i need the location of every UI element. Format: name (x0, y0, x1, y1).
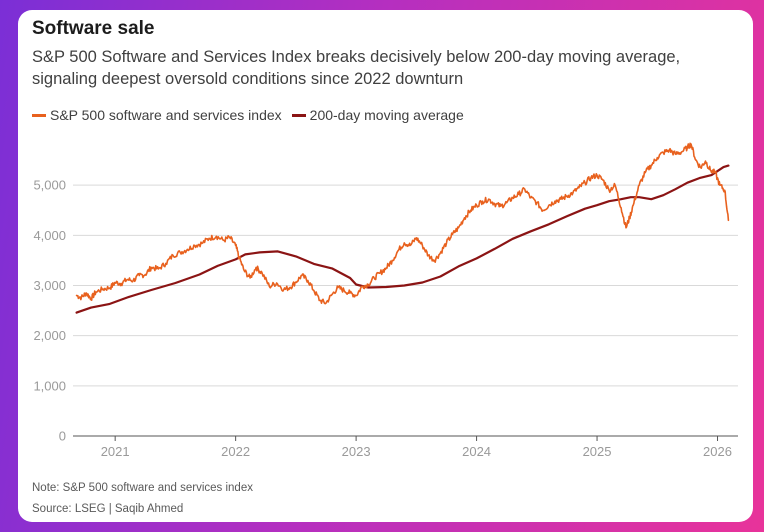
chart-card: Software sale S&P 500 Software and Servi… (18, 10, 753, 522)
y-tick-label-4000: 4,000 (33, 228, 66, 243)
x-tick-label-2026: 2026 (703, 444, 732, 459)
y-tick-label-0: 0 (59, 429, 66, 444)
legend-swatch-moving-average (291, 113, 306, 117)
y-tick-label-5000: 5,000 (33, 178, 66, 193)
x-tick-label-2022: 2022 (221, 444, 250, 459)
chart-title: Software sale (32, 18, 155, 39)
x-tick-label-2023: 2023 (342, 444, 371, 459)
series-line-moving-average (75, 164, 730, 314)
legend-label-index: S&P 500 software and services index (50, 107, 282, 123)
legend-label-moving-average: 200-day moving average (309, 107, 464, 123)
y-tick-label-1000: 1,000 (33, 378, 66, 393)
legend-swatch-index (32, 113, 46, 117)
x-tick-label-2024: 2024 (462, 444, 491, 459)
legend-item-moving-average: 200-day moving average (291, 107, 464, 123)
x-tick-label-2021: 2021 (101, 444, 130, 459)
series-line-index (75, 142, 730, 305)
legend-item-index: S&P 500 software and services index (32, 107, 282, 123)
chart-subtitle: S&P 500 Software and Services Index brea… (32, 48, 681, 88)
y-tick-label-2000: 2,000 (33, 328, 66, 343)
y-tick-label-3000: 3,000 (33, 278, 66, 293)
chart-legend: S&P 500 software and services index 200-… (32, 107, 474, 123)
source-line: Source: LSEG | Saqib Ahmed (32, 503, 184, 515)
x-tick-label-2025: 2025 (583, 444, 612, 459)
footnote: Note: S&P 500 software and services inde… (32, 482, 253, 494)
line-chart: 0 1,000 2,000 3,000 4,000 5,000 2021 2022 2023 20… (33, 142, 738, 459)
